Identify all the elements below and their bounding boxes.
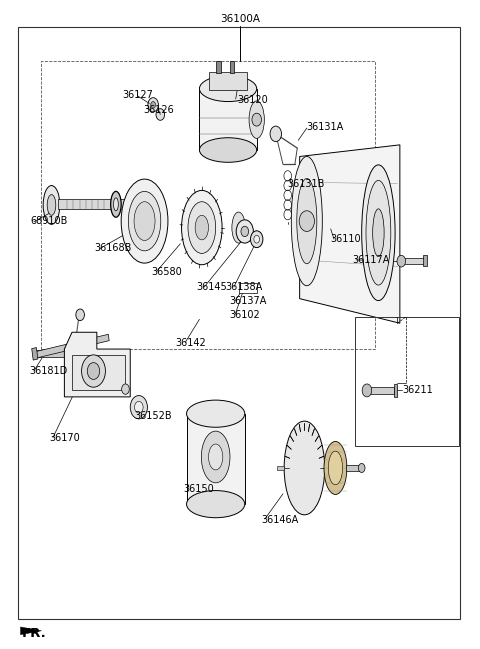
- Ellipse shape: [366, 180, 391, 285]
- Circle shape: [299, 211, 314, 232]
- Circle shape: [156, 108, 165, 120]
- Circle shape: [121, 384, 129, 395]
- Ellipse shape: [187, 491, 245, 518]
- Text: 36145: 36145: [196, 282, 227, 292]
- Ellipse shape: [199, 76, 257, 101]
- Bar: [40, 62, 374, 349]
- Bar: [36, 334, 109, 358]
- Text: 36117A: 36117A: [352, 255, 390, 265]
- Text: 36138A: 36138A: [226, 282, 263, 292]
- Ellipse shape: [128, 191, 161, 251]
- Circle shape: [130, 396, 147, 419]
- Circle shape: [236, 220, 253, 243]
- Bar: [209, 72, 247, 90]
- Bar: [187, 413, 245, 504]
- Text: 36127: 36127: [122, 90, 153, 100]
- Ellipse shape: [201, 431, 230, 483]
- Polygon shape: [21, 627, 41, 635]
- Bar: [368, 387, 394, 394]
- Bar: [229, 62, 234, 73]
- Text: 36211: 36211: [402, 386, 433, 395]
- Text: 36150: 36150: [184, 484, 215, 495]
- Text: 36131B: 36131B: [288, 178, 325, 189]
- Ellipse shape: [249, 101, 264, 138]
- Text: 36152B: 36152B: [134, 411, 172, 421]
- Ellipse shape: [291, 156, 323, 286]
- Bar: [216, 62, 221, 73]
- Ellipse shape: [121, 179, 168, 263]
- Bar: [423, 255, 427, 266]
- Bar: [36, 350, 110, 357]
- Circle shape: [134, 401, 143, 413]
- Circle shape: [270, 126, 281, 141]
- Bar: [402, 258, 424, 263]
- Ellipse shape: [328, 451, 343, 485]
- Bar: [355, 317, 458, 446]
- Text: 36142: 36142: [176, 337, 206, 348]
- Polygon shape: [300, 145, 400, 323]
- Text: 68910B: 68910B: [30, 216, 67, 226]
- Text: 36126: 36126: [144, 105, 174, 115]
- Text: 36131A: 36131A: [307, 123, 344, 132]
- Circle shape: [151, 101, 156, 108]
- Text: 36102: 36102: [229, 310, 260, 320]
- Bar: [346, 465, 360, 471]
- Ellipse shape: [47, 195, 56, 215]
- Ellipse shape: [195, 215, 208, 240]
- Bar: [277, 466, 284, 470]
- Ellipse shape: [297, 178, 317, 263]
- Bar: [72, 355, 124, 391]
- Text: 36580: 36580: [152, 267, 182, 276]
- Text: 36146A: 36146A: [262, 515, 299, 524]
- Ellipse shape: [362, 165, 395, 300]
- Text: 36110: 36110: [331, 234, 361, 244]
- Circle shape: [251, 231, 263, 248]
- Bar: [58, 199, 127, 210]
- Ellipse shape: [188, 202, 216, 253]
- Bar: [199, 89, 257, 150]
- Circle shape: [148, 98, 158, 112]
- Circle shape: [362, 384, 372, 397]
- Circle shape: [241, 227, 249, 237]
- Text: 36120: 36120: [238, 95, 268, 104]
- Text: 36100A: 36100A: [220, 14, 260, 25]
- Text: 36170: 36170: [49, 433, 80, 443]
- Text: 36168B: 36168B: [95, 243, 132, 253]
- Circle shape: [87, 363, 100, 380]
- Circle shape: [397, 255, 406, 267]
- Circle shape: [252, 113, 262, 126]
- Bar: [239, 283, 257, 293]
- Ellipse shape: [187, 400, 245, 427]
- Text: 36181D: 36181D: [29, 366, 67, 376]
- Ellipse shape: [372, 209, 384, 256]
- Ellipse shape: [181, 190, 222, 265]
- Text: FR.: FR.: [22, 627, 46, 640]
- Ellipse shape: [114, 198, 118, 211]
- Polygon shape: [64, 332, 130, 397]
- Circle shape: [82, 355, 106, 387]
- Text: 36137A: 36137A: [229, 295, 267, 306]
- Ellipse shape: [134, 202, 155, 241]
- Ellipse shape: [232, 212, 245, 243]
- Ellipse shape: [43, 186, 60, 225]
- Ellipse shape: [284, 421, 324, 515]
- Circle shape: [76, 309, 84, 321]
- Ellipse shape: [199, 138, 257, 162]
- Ellipse shape: [111, 191, 121, 217]
- Circle shape: [359, 463, 365, 472]
- Bar: [394, 384, 397, 397]
- Ellipse shape: [208, 444, 223, 470]
- Ellipse shape: [324, 441, 347, 495]
- Circle shape: [254, 236, 260, 243]
- Bar: [32, 347, 38, 360]
